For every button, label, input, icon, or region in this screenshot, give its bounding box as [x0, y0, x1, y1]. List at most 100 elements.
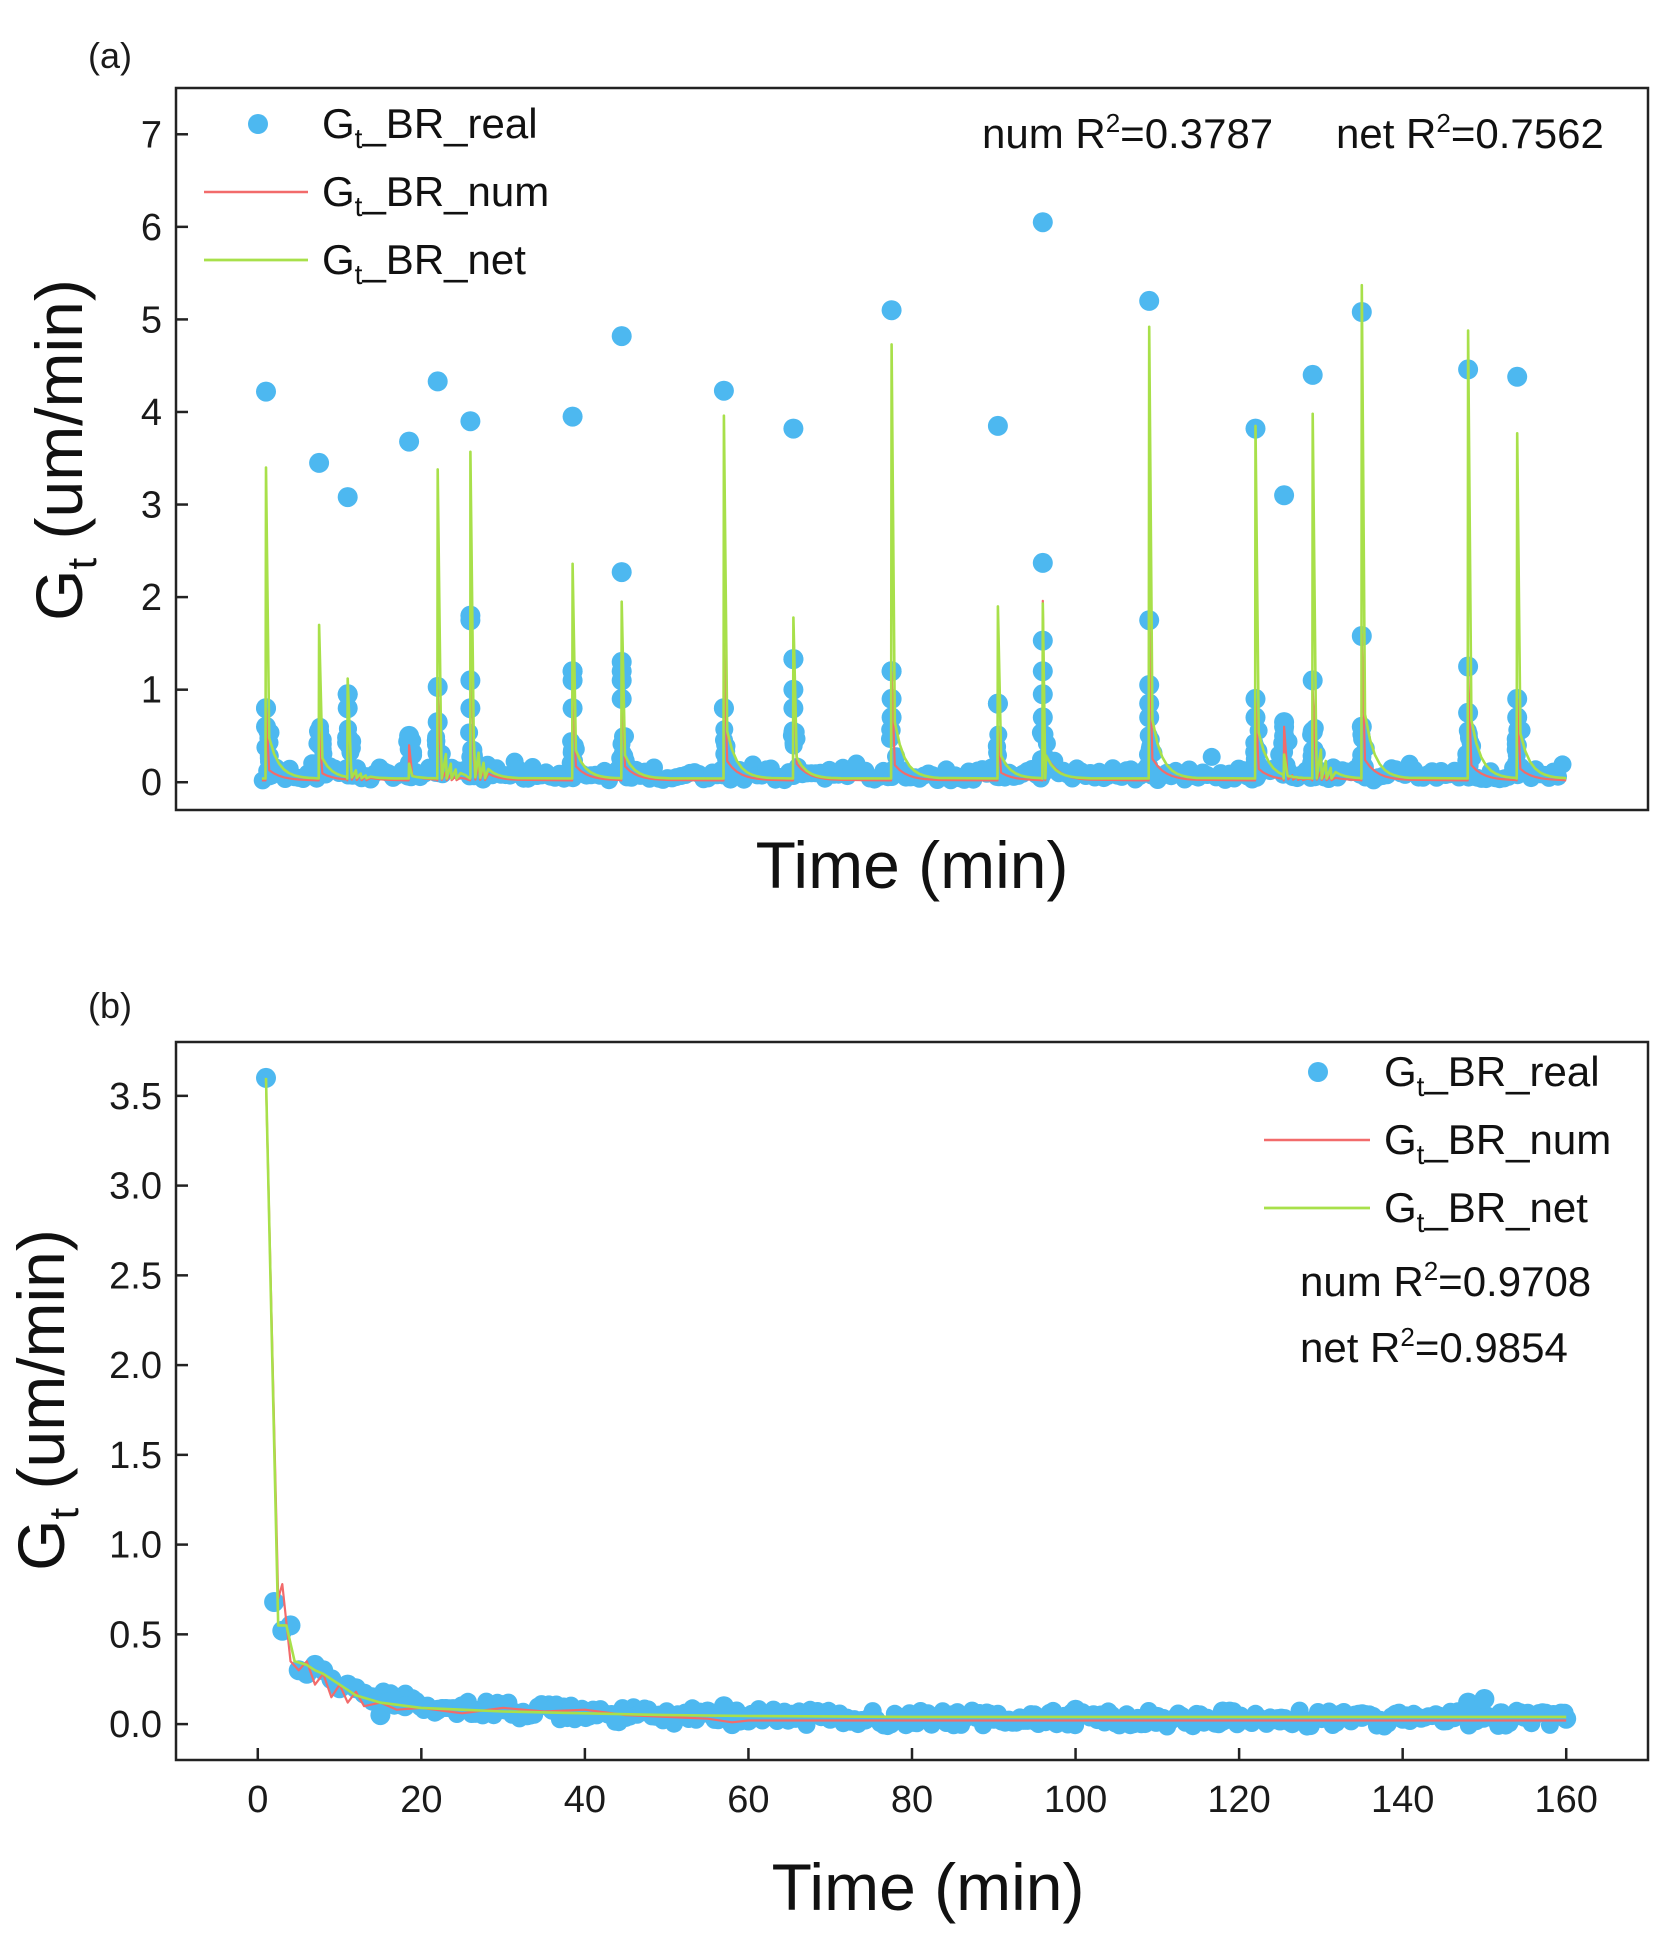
- real-point: [1141, 737, 1160, 756]
- y-tick-label: 1.5: [109, 1435, 162, 1477]
- real-point: [542, 1699, 563, 1720]
- x-tick-label: 40: [564, 1779, 606, 1821]
- legend-b: Gt_BR_real Gt_BR_num Gt_BR_net: [1264, 1048, 1611, 1238]
- y-tick-label: 2.5: [109, 1255, 162, 1297]
- real-point: [517, 1705, 538, 1726]
- panel-a: (a) 0 1 2 3 4 5 6 7 Gt (um/min) Time (min) Gt_B…: [22, 35, 1650, 902]
- y-tick-label: 1: [141, 670, 162, 712]
- y-tick-label: 1.0: [109, 1525, 162, 1567]
- real-scatter-a: [253, 212, 1572, 790]
- y-axis-b: 0.0 0.5 1.0 1.5 2.0 2.5 3.0 3.5: [109, 1076, 188, 1746]
- real-point: [264, 1592, 285, 1612]
- x-tick-label: 60: [727, 1779, 769, 1821]
- real-point: [713, 1696, 734, 1717]
- r2-annotation-net-b: net R2=0.9854: [1300, 1322, 1568, 1371]
- real-point: [1507, 366, 1528, 387]
- real-point: [1065, 1699, 1086, 1720]
- real-point: [1142, 766, 1161, 785]
- y-tick-label: 6: [141, 207, 162, 249]
- y-tick-label: 7: [141, 114, 162, 156]
- legend-real-marker-a: [248, 114, 268, 134]
- real-point: [1458, 1692, 1479, 1713]
- legend-real-label-a: Gt_BR_real: [322, 100, 538, 154]
- y-tick-label: 5: [141, 299, 162, 341]
- real-point: [1392, 1708, 1413, 1729]
- y-tick-label: 3.0: [109, 1166, 162, 1208]
- plot-area-a: [253, 212, 1572, 790]
- y-tick-label: 3.5: [109, 1076, 162, 1118]
- net-series-line-b: [264, 1077, 1567, 1719]
- real-point: [1553, 755, 1572, 774]
- x-tick-label: 0: [247, 1779, 268, 1821]
- real-point: [1302, 364, 1323, 385]
- real-point: [783, 418, 804, 439]
- real-point: [399, 725, 420, 746]
- real-scatter-b: [256, 1067, 1577, 1736]
- x-axis-b: 0 20 40 60 80 100 120 140 160: [247, 1748, 1598, 1821]
- real-point: [1032, 212, 1053, 233]
- real-point: [1139, 290, 1160, 311]
- x-tick-label: 140: [1371, 1779, 1434, 1821]
- panel-label-a: (a): [88, 35, 132, 76]
- y-axis-title-b: Gt (um/min): [4, 1229, 87, 1571]
- real-point: [256, 381, 276, 402]
- real-point: [611, 326, 632, 347]
- x-axis-title-a: Time (min): [756, 828, 1069, 902]
- real-point: [309, 452, 330, 473]
- x-tick-label: 160: [1535, 1779, 1598, 1821]
- x-tick-label: 80: [891, 1779, 933, 1821]
- x-axis-title-b: Time (min): [772, 1850, 1085, 1924]
- real-point: [1490, 1703, 1511, 1724]
- legend-a: Gt_BR_real Gt_BR_num Gt_BR_net: [204, 100, 549, 290]
- real-point: [983, 1708, 1004, 1729]
- y-tick-label: 0: [141, 762, 162, 804]
- real-point: [411, 1696, 432, 1717]
- real-point: [1202, 747, 1221, 766]
- real-point: [1354, 755, 1373, 773]
- legend-num-label-b: Gt_BR_num: [1384, 1116, 1611, 1170]
- legend-net-label-b: Gt_BR_net: [1384, 1184, 1588, 1238]
- y-tick-label: 3: [141, 485, 162, 527]
- real-point: [1556, 1708, 1577, 1729]
- legend-real-marker-b: [1308, 1062, 1328, 1082]
- real-point: [565, 759, 584, 778]
- x-tick-label: 100: [1044, 1779, 1107, 1821]
- r2-annotation-num-b: num R2=0.9708: [1300, 1256, 1591, 1305]
- legend-num-label-a: Gt_BR_num: [322, 168, 549, 222]
- real-point: [1310, 1705, 1331, 1726]
- y-tick-label: 2.0: [109, 1345, 162, 1387]
- legend-net-label-a: Gt_BR_net: [322, 236, 526, 290]
- x-tick-label: 20: [400, 1779, 442, 1821]
- legend-real-label-b: Gt_BR_real: [1384, 1048, 1600, 1102]
- real-point: [722, 1714, 743, 1735]
- real-point: [611, 562, 632, 583]
- y-tick-label: 2: [141, 577, 162, 619]
- plot-frame-a: [174, 86, 1650, 812]
- r2-annotation-num-a: num R2=0.3787: [982, 108, 1273, 157]
- real-point: [881, 300, 902, 321]
- panel-b: (b) 0.0 0.5 1.0 1.5 2.0 2.5 3.0 3.5 0 20 40 60 80 10…: [4, 985, 1650, 1924]
- real-point: [615, 1706, 636, 1727]
- num-series-line-b: [264, 1081, 1567, 1724]
- y-axis-title-a: Gt (um/min): [22, 279, 105, 621]
- net-series-line-a: [261, 283, 1567, 780]
- panel-label-b: (b): [88, 985, 132, 1026]
- real-point: [713, 380, 734, 401]
- real-point: [337, 487, 358, 508]
- real-point: [987, 415, 1008, 436]
- y-tick-label: 0.0: [109, 1704, 162, 1746]
- x-tick-label: 120: [1207, 1779, 1270, 1821]
- real-point: [1229, 1708, 1250, 1729]
- y-tick-label: 4: [141, 392, 162, 434]
- real-point: [427, 371, 448, 392]
- real-point: [1274, 485, 1295, 506]
- real-point: [1032, 552, 1053, 573]
- real-point: [562, 406, 583, 427]
- real-point: [942, 1705, 963, 1726]
- real-point: [1274, 712, 1295, 733]
- real-point: [399, 431, 420, 452]
- plot-area-b: [256, 1067, 1577, 1736]
- real-point: [820, 1708, 841, 1729]
- real-point: [1474, 1689, 1495, 1709]
- y-axis-a: 0 1 2 3 4 5 6 7: [141, 114, 188, 804]
